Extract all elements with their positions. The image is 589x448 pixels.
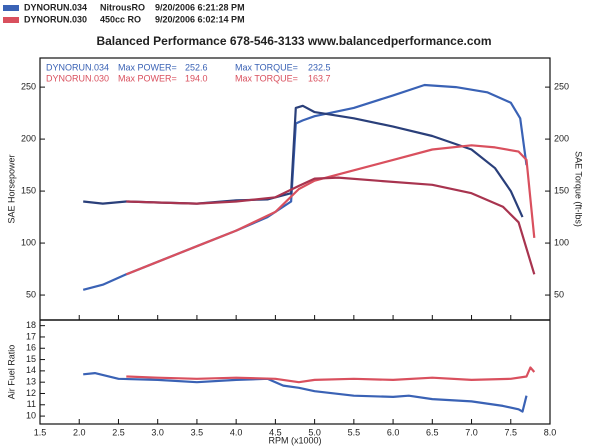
legend-date: 9/20/2006 6:21:28 PM: [155, 2, 245, 12]
y-tick-label: 14: [26, 365, 36, 375]
data-line: [125, 144, 536, 276]
y2-tick-label: 250: [554, 81, 569, 91]
y-tick-label: 13: [26, 377, 36, 387]
x-tick-label: 5.0: [308, 427, 321, 437]
x-tick-label: 7.5: [505, 427, 518, 437]
stat-torque-label: Max TORQUE=: [235, 62, 298, 72]
legend-swatch: [3, 17, 19, 23]
x-tick-label: 2.0: [73, 427, 86, 437]
plot-frame: [39, 57, 551, 425]
y2-tick-label: 150: [554, 185, 569, 195]
y2-tick-label: 50: [554, 289, 564, 299]
x-tick-label: 3.5: [191, 427, 204, 437]
y-tick-label: 50: [26, 289, 36, 299]
y2-tick-label: 100: [554, 237, 569, 247]
y-tick-label: 150: [21, 185, 36, 195]
stat-torque: 163.7: [308, 73, 331, 83]
y-tick-label: 17: [26, 331, 36, 341]
x-tick-label: 1.5: [34, 427, 47, 437]
y-tick-label: 11: [27, 399, 36, 409]
chart-title: Balanced Performance 678-546-3133 www.ba…: [96, 34, 491, 48]
y-tick-label: 12: [26, 388, 36, 398]
x-tick-label: 4.5: [269, 427, 282, 437]
x-axis-label: RPM (x1000): [268, 435, 321, 445]
afr-axis-label: Air Fuel Ratio: [6, 345, 16, 400]
stat-name: DYNORUN.030: [46, 73, 109, 83]
legend-date: 9/20/2006 6:02:14 PM: [155, 14, 245, 24]
y-tick-label: 18: [26, 320, 36, 330]
legend-note: NitrousRO: [100, 2, 145, 12]
y2-axis-label: SAE Torque (ft-lbs): [574, 151, 584, 227]
stat-power-label: Max POWER=: [118, 73, 177, 83]
legend-note: 450cc RO: [100, 14, 141, 24]
stat-power: 252.6: [185, 62, 208, 72]
y-tick-label: 15: [26, 354, 36, 364]
x-tick-label: 4.0: [230, 427, 243, 437]
stat-name: DYNORUN.034: [46, 62, 109, 72]
x-tick-label: 6.5: [426, 427, 439, 437]
data-line: [83, 372, 528, 413]
x-tick-label: 8.0: [544, 427, 557, 437]
y-tick-label: 16: [26, 343, 36, 353]
x-tick-label: 7.0: [465, 427, 478, 437]
y-axis-label: SAE Horsepower: [6, 154, 16, 223]
legend-name: DYNORUN.034: [24, 2, 87, 12]
y2-tick-label: 200: [554, 133, 569, 143]
legend-swatch: [3, 5, 19, 11]
y-tick-label: 250: [21, 81, 36, 91]
stat-torque-label: Max TORQUE=: [235, 73, 298, 83]
x-tick-label: 2.5: [112, 427, 125, 437]
data-line: [126, 366, 536, 384]
y-tick-label: 100: [21, 237, 36, 247]
legend-name: DYNORUN.030: [24, 14, 87, 24]
x-tick-label: 5.5: [348, 427, 361, 437]
stat-power: 194.0: [185, 73, 208, 83]
stat-power-label: Max POWER=: [118, 62, 177, 72]
x-tick-label: 3.0: [151, 427, 164, 437]
data-line: [126, 176, 536, 275]
stat-torque: 232.5: [308, 62, 331, 72]
y-tick-label: 10: [26, 410, 36, 420]
y-tick-label: 200: [21, 133, 36, 143]
x-tick-label: 6.0: [387, 427, 400, 437]
